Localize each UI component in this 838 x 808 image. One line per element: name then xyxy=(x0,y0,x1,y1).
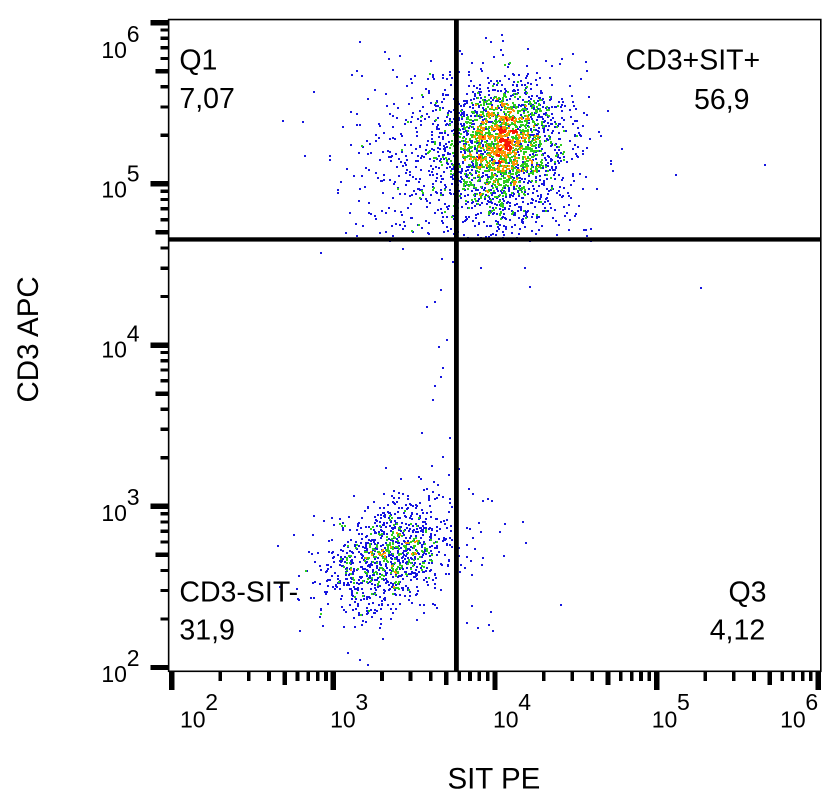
svg-text:10: 10 xyxy=(780,706,806,732)
svg-text:Q1: Q1 xyxy=(179,44,217,76)
svg-text:10: 10 xyxy=(180,706,206,732)
svg-text:10: 10 xyxy=(493,706,519,732)
svg-text:6: 6 xyxy=(127,21,140,47)
svg-text:Q3: Q3 xyxy=(728,577,766,609)
svg-text:10: 10 xyxy=(101,177,127,203)
svg-text:CD3 APC: CD3 APC xyxy=(12,276,45,402)
svg-text:56,9: 56,9 xyxy=(694,84,749,116)
svg-text:6: 6 xyxy=(805,689,818,715)
svg-text:2: 2 xyxy=(127,645,140,671)
svg-text:SIT PE: SIT PE xyxy=(447,762,540,795)
svg-text:10: 10 xyxy=(101,500,127,526)
svg-text:4: 4 xyxy=(518,689,531,715)
svg-text:10: 10 xyxy=(652,706,678,732)
svg-text:10: 10 xyxy=(101,661,127,687)
svg-text:CD3-SIT-: CD3-SIT- xyxy=(179,576,298,608)
svg-text:5: 5 xyxy=(127,161,140,187)
svg-text:3: 3 xyxy=(355,689,368,715)
svg-text:10: 10 xyxy=(101,337,127,363)
svg-text:10: 10 xyxy=(101,37,127,63)
svg-text:CD3+SIT+: CD3+SIT+ xyxy=(626,44,761,76)
svg-text:4,12: 4,12 xyxy=(710,615,765,647)
svg-text:2: 2 xyxy=(205,689,218,715)
svg-text:5: 5 xyxy=(677,689,690,715)
svg-text:4: 4 xyxy=(127,321,140,347)
svg-text:3: 3 xyxy=(127,484,140,510)
svg-text:10: 10 xyxy=(330,706,356,732)
svg-text:31,9: 31,9 xyxy=(179,614,234,646)
svg-text:7,07: 7,07 xyxy=(179,83,234,115)
